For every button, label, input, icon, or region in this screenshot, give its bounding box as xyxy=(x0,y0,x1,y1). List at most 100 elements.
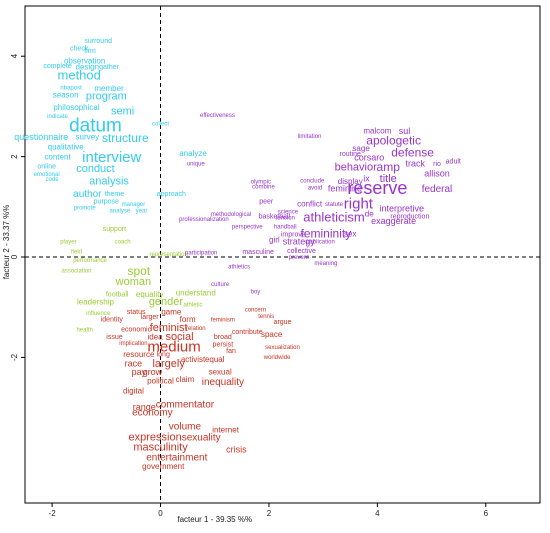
word-mark-handball: handball xyxy=(274,224,297,230)
word-mark-author: author xyxy=(73,189,102,200)
word-mark-participation: participation xyxy=(185,251,217,257)
word-mark-idea: idea xyxy=(148,332,164,341)
word-mark-equality: equality xyxy=(136,290,164,299)
word-mark-girl: girl xyxy=(269,236,280,245)
word-mark-indicate: indicate xyxy=(47,114,68,120)
word-mark-sage: sage xyxy=(352,144,370,153)
word-mark-analyze: analyze xyxy=(179,149,207,158)
word-mark-apologetic: apologetic xyxy=(366,134,421,148)
word-mark-check: check xyxy=(70,46,89,53)
word-mark-athletics: athletics xyxy=(228,265,250,271)
word-mark-routine: routine xyxy=(340,151,362,158)
word-mark-online: online xyxy=(37,163,56,170)
word-mark-crisis: crisis xyxy=(226,445,247,455)
word-mark-de: de xyxy=(365,209,374,218)
word-mark-theme: theme xyxy=(105,191,125,198)
word-mark-reproduction: reproduction xyxy=(390,214,429,221)
word-mark-grow: grow xyxy=(143,367,163,377)
word-mark-association: association xyxy=(61,269,91,275)
word-mark-athleticism: athleticism xyxy=(303,209,364,224)
word-mark-concern: concern xyxy=(245,307,266,313)
x-tick-label: 0 xyxy=(158,509,163,518)
word-mark-understand: understand xyxy=(176,288,216,297)
word-mark-perspective: perspective xyxy=(232,224,263,230)
word-mark-sex: sex xyxy=(344,230,356,239)
word-mark-structure: structure xyxy=(102,131,149,145)
word-mark-persist: persist xyxy=(213,342,234,349)
word-mark-internet: internet xyxy=(212,425,239,434)
word-mark-feminine: feminine xyxy=(328,184,362,194)
y-tick-label: 0 xyxy=(10,254,19,259)
word-mark-datum: datum xyxy=(69,116,122,137)
word-mark-display: display xyxy=(338,177,363,186)
word-mark-sexual: sexual xyxy=(209,368,232,377)
word-mark-representation: representation xyxy=(149,252,187,258)
word-mark-performance: performance xyxy=(73,258,107,264)
word-mark-expression: expression xyxy=(129,432,182,444)
word-mark-nbapost: nbapost xyxy=(60,85,82,91)
word-mark-collect: collect xyxy=(152,122,169,128)
word-mark-gender: gender xyxy=(149,296,184,308)
word-mark-defense: defense xyxy=(391,145,434,159)
word-mark-semi: semi xyxy=(111,105,134,117)
word-mark-spot: spot xyxy=(127,264,150,278)
word-mark-basketball: basketball xyxy=(259,214,291,221)
word-mark-title: title xyxy=(380,173,397,185)
word-mark-design: design xyxy=(76,62,100,71)
word-mark-year: year xyxy=(136,208,148,214)
word-mark-manager: manager xyxy=(122,202,146,208)
word-mark-purpose: purpose xyxy=(94,199,119,206)
word-mark-analysis: analysis xyxy=(89,176,129,188)
word-mark-range: range xyxy=(133,402,156,412)
word-mark-interview: interview xyxy=(82,149,141,166)
word-mark-publication: publication xyxy=(306,240,335,246)
word-mark-federal: federal xyxy=(422,184,453,195)
word-mark-athletic: athletic xyxy=(184,302,203,308)
word-mark-rio: rio xyxy=(433,161,441,168)
word-mark-emotional: emotional xyxy=(34,172,60,178)
word-mark-woman: woman xyxy=(115,276,151,288)
word-mark-race: race xyxy=(125,358,143,368)
word-mark-program: program xyxy=(86,90,127,102)
x-axis-title: facteur 1 - 39.35 %% xyxy=(177,515,252,524)
word-mark-complete: complete xyxy=(43,63,72,70)
word-mark-combine: combine xyxy=(252,184,275,190)
word-mark-masculine: masculine xyxy=(242,249,274,256)
x-tick-label: 2 xyxy=(267,509,272,518)
word-mark-conflict: conflict xyxy=(297,199,323,208)
y-axis-ticks: -2 0 2 4 xyxy=(10,53,25,361)
word-mark-olympic: olympic xyxy=(251,179,271,185)
word-mark-feminist: feminist xyxy=(150,322,188,334)
word-mark-sexuality: sexuality xyxy=(182,432,221,443)
word-mark-malcom: malcom xyxy=(363,127,391,136)
word-mark-issue: issue xyxy=(106,334,122,341)
word-mark-method: method xyxy=(58,68,101,83)
word-mark-femininity: femininity xyxy=(301,227,352,241)
word-mark-improve: improve xyxy=(281,231,306,238)
word-mark-digital: digital xyxy=(123,387,144,396)
word-mark-track: track xyxy=(406,159,426,169)
word-mark-larger: larger xyxy=(141,314,160,321)
word-mark-boy: boy xyxy=(251,290,261,296)
word-mark-economy: economy xyxy=(132,407,173,418)
word-mark-peer: peer xyxy=(259,199,274,206)
word-mark-adult: adult xyxy=(446,158,461,165)
word-mark-gather: gather xyxy=(99,64,120,71)
word-mark-tension: tension xyxy=(276,215,295,221)
word-mark-sexualization: sexualization xyxy=(265,345,300,351)
word-mark-commentator: commentator xyxy=(156,400,215,411)
word-mark-statute: statute xyxy=(325,202,344,208)
word-mark-behavior: behavior xyxy=(335,162,378,174)
word-mark-tennis: tennis xyxy=(258,314,274,320)
word-mark-right: right xyxy=(344,195,374,212)
reference-lines xyxy=(25,6,540,503)
word-mark-season: season xyxy=(53,90,79,99)
word-mark-inequality: inequality xyxy=(202,377,244,388)
word-mark-corsaro: corsaro xyxy=(354,152,384,162)
word-mark-long: long xyxy=(157,352,170,359)
word-mark-relation: relation xyxy=(186,326,206,332)
word-mark-limitation: limitation xyxy=(298,134,322,140)
